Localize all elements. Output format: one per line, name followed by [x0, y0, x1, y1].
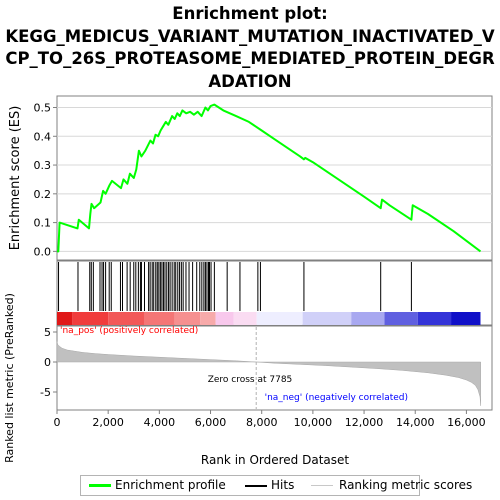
- es-plot-frame: [57, 96, 492, 260]
- heatbar-segment: [257, 312, 303, 325]
- metric-y-axis-label: Ranked list metric (PreRanked): [3, 293, 16, 463]
- xtick-label: 8,000: [246, 416, 278, 429]
- xtick-label: 12,000: [345, 416, 384, 429]
- heatbar-segment: [303, 312, 352, 325]
- heatbar-segment: [216, 312, 234, 325]
- heatbar-segment: [234, 312, 257, 325]
- zero-cross-label: Zero cross at 7785: [208, 375, 293, 385]
- es-ytick-label: 0.4: [34, 130, 52, 143]
- heatbar-segment: [175, 312, 201, 325]
- legend-hits-swatch: [245, 485, 267, 487]
- x-axis-ticks: 0 2,000 4,000 6,000 8,000 10,000 12,000 14,000 1…: [54, 410, 486, 429]
- xtick-label: 6,000: [195, 416, 227, 429]
- legend-enrichment-swatch: [89, 484, 111, 487]
- es-ytick-label: 0.1: [34, 217, 52, 230]
- xtick-label: 10,000: [294, 416, 333, 429]
- heatbar-segment: [351, 312, 384, 325]
- es-panel: 0.0 0.1 0.2 0.3 0.4 0.5 Enrichment score (ES): [8, 96, 492, 260]
- es-ytick-label: 0.0: [34, 245, 52, 258]
- metric-ytick-label: -5: [40, 386, 51, 399]
- heatbar-segment: [57, 312, 72, 325]
- es-y-axis-label: Enrichment score (ES): [8, 106, 23, 251]
- heatbar-segment: [385, 312, 418, 325]
- heatbar-segment: [72, 312, 108, 325]
- legend-metric-swatch: [311, 485, 333, 486]
- xtick-label: 2,000: [92, 416, 124, 429]
- es-ytick-label: 0.2: [34, 188, 52, 201]
- legend-metric-label: Ranking metric scores: [339, 478, 472, 492]
- legend-hits-label: Hits: [271, 478, 294, 492]
- xtick-label: 16,000: [447, 416, 486, 429]
- metric-yticks: -5 0 5: [40, 326, 57, 399]
- heatbar-segment: [144, 312, 175, 325]
- positive-correlation-label: 'na_pos' (positively correlated): [60, 326, 198, 336]
- es-ytick-label: 0.5: [34, 102, 52, 115]
- hits-panel: [57, 261, 492, 325]
- heatbar-segment: [200, 312, 215, 325]
- es-yticks: 0.0 0.1 0.2 0.3 0.4 0.5: [34, 102, 58, 259]
- metric-ytick-label: 5: [44, 326, 51, 339]
- ranking-heatbar: [57, 312, 480, 325]
- heatbar-segment: [451, 312, 480, 325]
- metric-ytick-label: 0: [44, 356, 51, 369]
- xtick-label: 14,000: [396, 416, 435, 429]
- x-axis-label: Rank in Ordered Dataset: [201, 453, 349, 467]
- xtick-label: 4,000: [144, 416, 176, 429]
- es-ytick-label: 0.3: [34, 159, 52, 172]
- negative-correlation-label: 'na_neg' (negatively correlated): [265, 393, 408, 403]
- xtick-label: 0: [54, 416, 61, 429]
- legend-enrichment-label: Enrichment profile: [115, 478, 226, 492]
- legend: Enrichment profile Hits Ranking metric s…: [80, 475, 420, 496]
- heatbar-segment: [108, 312, 144, 325]
- heatbar-segment: [418, 312, 451, 325]
